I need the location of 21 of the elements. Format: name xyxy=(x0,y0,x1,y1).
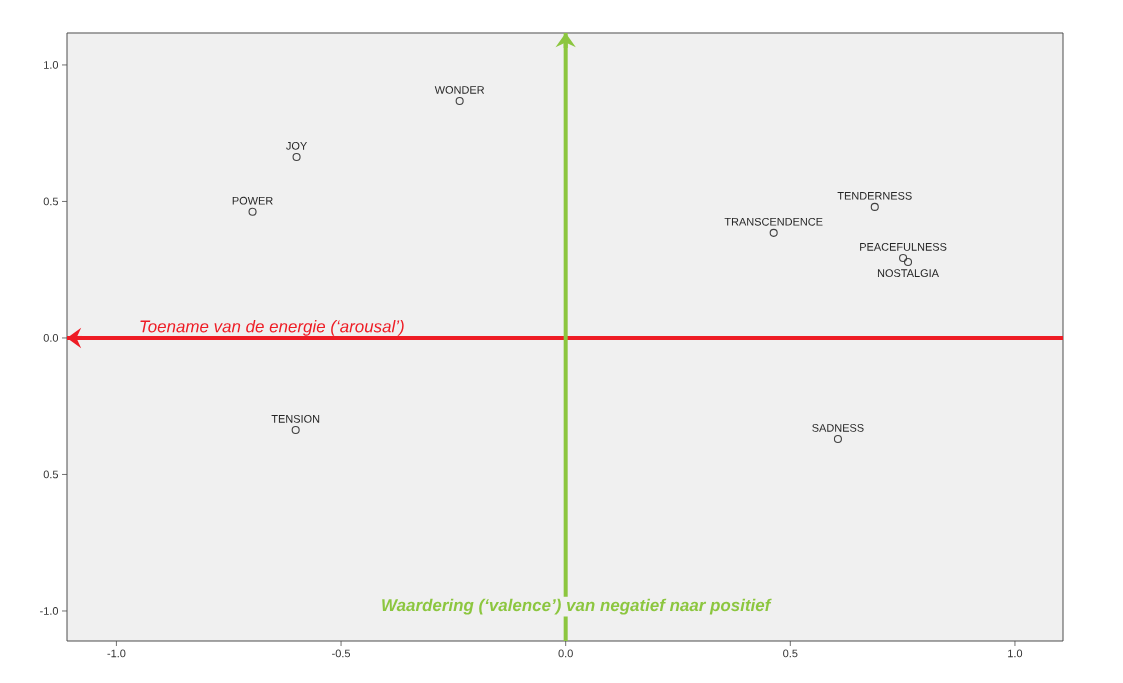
annotation: JOY xyxy=(286,142,307,150)
x-tick-label: -1.0 xyxy=(107,649,126,658)
x-tick-label: 0.0 xyxy=(558,649,573,658)
ref-line-label: Waardering (‘valence’) van negatief naar positief xyxy=(382,598,772,615)
annotation: TENSION xyxy=(271,415,320,423)
y-tick-label: 0.5 xyxy=(43,470,59,479)
y-tick-label: 0.5 xyxy=(43,197,59,206)
annotation: POWER xyxy=(232,196,273,205)
x-tick-label: -0.5 xyxy=(332,649,351,658)
y-tick-label: 1.0 xyxy=(44,61,59,69)
y-tick-label: 0.0 xyxy=(43,334,59,342)
annotation: TENDERNESS xyxy=(837,191,912,200)
annotation: WONDER xyxy=(434,86,485,94)
annotation: TRANSCENDENCE xyxy=(724,217,823,226)
annotation: NOSTALGIA xyxy=(877,269,939,278)
y-tick-label: -1.0 xyxy=(40,607,59,615)
annotation: SADNESS xyxy=(812,424,864,432)
annotation: PEACEFULNESS xyxy=(860,243,947,251)
x-tick-label: 0.5 xyxy=(783,649,798,658)
x-tick-label: 1.0 xyxy=(1008,649,1023,658)
ref-line-label: Toename van de energie (‘arousal’) xyxy=(140,319,404,336)
